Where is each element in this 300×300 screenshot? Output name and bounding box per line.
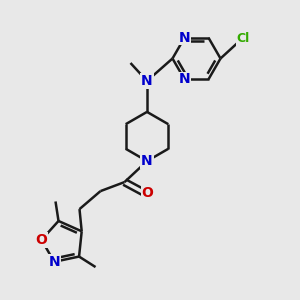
Text: O: O — [36, 233, 47, 247]
Text: O: O — [142, 186, 154, 200]
Text: N: N — [179, 31, 190, 45]
Text: N: N — [179, 72, 190, 86]
Text: N: N — [48, 255, 60, 269]
Text: Cl: Cl — [236, 32, 250, 46]
Text: N: N — [141, 154, 153, 168]
Text: N: N — [141, 74, 153, 88]
